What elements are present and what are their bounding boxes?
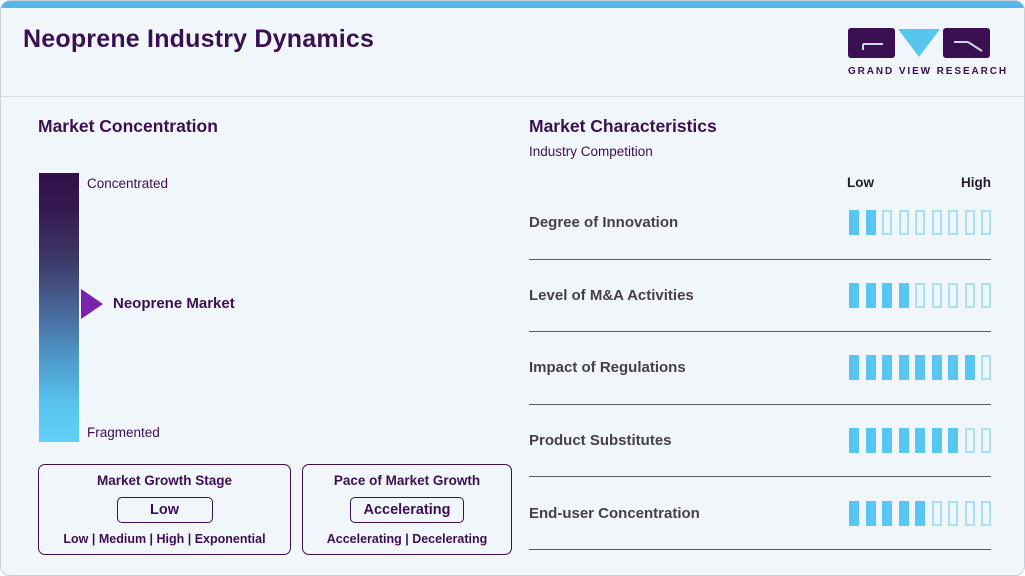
segment-empty	[964, 282, 975, 308]
segment-filled	[931, 428, 942, 454]
logo-v-triangle-icon	[898, 29, 940, 57]
segment-empty	[981, 355, 991, 381]
segment-filled	[898, 355, 909, 381]
gvr-logo: GRAND VIEW RESEARCH	[848, 28, 1008, 77]
segment-empty	[931, 282, 942, 308]
segment-filled	[849, 355, 859, 381]
segment-filled	[865, 428, 876, 454]
segment-meter	[849, 210, 991, 236]
segment-filled	[865, 500, 876, 526]
segment-filled	[849, 282, 859, 308]
segment-filled	[948, 355, 958, 381]
characteristic-label: Level of M&A Activities	[529, 286, 694, 304]
segment-empty	[948, 210, 958, 236]
segment-empty	[981, 282, 991, 308]
segment-filled	[915, 500, 925, 526]
segment-filled	[882, 282, 892, 308]
segment-filled	[882, 500, 892, 526]
growth-stage-value: Low	[116, 497, 213, 523]
segment-filled	[882, 355, 892, 381]
concentration-gradient-bar	[39, 173, 79, 442]
pace-value: Accelerating	[350, 497, 464, 523]
segment-filled	[915, 355, 925, 381]
concentrated-label: Concentrated	[87, 176, 169, 191]
logo-r-block-icon	[943, 28, 990, 58]
segment-empty	[964, 428, 975, 454]
characteristic-label: Product Substitutes	[529, 432, 672, 450]
segment-empty	[931, 210, 942, 236]
header-divider	[1, 96, 1024, 97]
market-position-arrow-icon	[81, 289, 103, 319]
segment-filled	[898, 428, 909, 454]
characteristic-row: End-user Concentration	[529, 477, 991, 550]
segment-empty	[915, 282, 925, 308]
segment-filled	[915, 428, 925, 454]
characteristic-label: Degree of Innovation	[529, 214, 679, 232]
segment-empty	[931, 500, 942, 526]
segment-empty	[981, 210, 991, 236]
segment-filled	[898, 500, 909, 526]
industry-competition-subtitle: Industry Competition	[529, 144, 653, 159]
scale-high-label: High	[961, 175, 991, 190]
segment-filled	[898, 282, 909, 308]
gvr-logo-marks	[848, 28, 991, 60]
pace-of-growth-box: Pace of Market Growth Accelerating Accel…	[302, 464, 512, 555]
segment-filled	[849, 500, 859, 526]
segment-empty	[981, 428, 991, 454]
segment-meter	[849, 428, 991, 454]
scale-low-label: Low	[847, 175, 874, 190]
segment-empty	[898, 210, 909, 236]
fragmented-label: Fragmented	[87, 425, 160, 440]
market-concentration-title: Market Concentration	[38, 116, 218, 136]
logo-g-block-icon	[848, 28, 895, 58]
growth-stage-title: Market Growth Stage	[96, 473, 233, 488]
segment-filled	[948, 428, 958, 454]
logo-wordmark: GRAND VIEW RESEARCH	[848, 66, 1008, 77]
segment-empty	[948, 282, 958, 308]
segment-filled	[849, 428, 859, 454]
segment-empty	[964, 500, 975, 526]
segment-meter	[849, 282, 991, 308]
segment-empty	[915, 210, 925, 236]
characteristic-row: Impact of Regulations	[529, 332, 991, 405]
growth-stage-options: Low | Medium | High | Exponential	[63, 532, 266, 546]
segment-filled	[849, 210, 859, 236]
page-title: Neoprene Industry Dynamics	[23, 25, 375, 53]
characteristic-label: Impact of Regulations	[529, 359, 686, 377]
top-accent-bar	[1, 1, 1024, 8]
market-growth-stage-box: Market Growth Stage Low Low | Medium | H…	[38, 464, 291, 555]
segment-empty	[948, 500, 958, 526]
segment-empty	[964, 210, 975, 236]
market-position-label: Neoprene Market	[113, 295, 235, 312]
segment-filled	[931, 355, 942, 381]
characteristics-rows: Degree of Innovation Level of M&A Activi…	[529, 187, 991, 550]
low-high-scale: Low High	[847, 175, 991, 190]
characteristic-row: Degree of Innovation	[529, 187, 991, 260]
segment-filled	[882, 428, 892, 454]
pace-options: Accelerating | Decelerating	[326, 532, 488, 546]
segment-empty	[882, 210, 892, 236]
market-characteristics-title: Market Characteristics	[529, 116, 717, 136]
characteristic-row: Level of M&A Activities	[529, 260, 991, 333]
segment-filled	[964, 355, 975, 381]
characteristic-row: Product Substitutes	[529, 405, 991, 478]
segment-empty	[981, 500, 991, 526]
characteristic-label: End-user Concentration	[529, 504, 700, 522]
segment-filled	[865, 210, 876, 236]
segment-meter	[849, 355, 991, 381]
segment-filled	[865, 282, 876, 308]
pace-title: Pace of Market Growth	[333, 473, 481, 488]
segment-filled	[865, 355, 876, 381]
segment-meter	[849, 500, 991, 526]
